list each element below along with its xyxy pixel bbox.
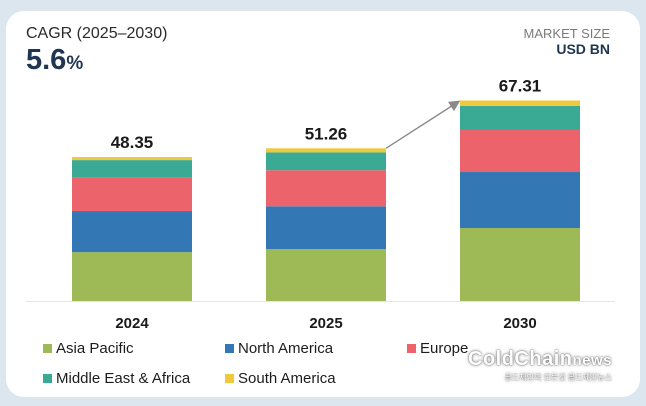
- bar-segment-north-america-2025: [266, 206, 386, 250]
- bar-segment-middle-east-africa-2025: [266, 152, 386, 171]
- x-tick-label-2030: 2030: [503, 315, 536, 332]
- x-tick-label-2025: 2025: [309, 315, 342, 332]
- market-size-label: MARKET SIZE: [523, 26, 610, 41]
- legend-swatch: [225, 374, 234, 383]
- legend-swatch: [407, 344, 416, 353]
- legend-item-middle-east-africa: Middle East & Africa: [43, 370, 190, 387]
- bar-segment-asia-pacific-2030: [460, 228, 580, 301]
- legend-item-north-america: North America: [225, 340, 333, 357]
- cagr-label: CAGR (2025–2030): [26, 25, 168, 42]
- bar-segment-north-america-2030: [460, 172, 580, 229]
- legend-label: South America: [238, 370, 336, 387]
- bar-segment-europe-2025: [266, 170, 386, 207]
- bar-segment-middle-east-africa-2024: [72, 160, 192, 178]
- legend-label: Europe: [420, 340, 469, 357]
- cagr-percent-sign: %: [66, 53, 84, 74]
- bar-segment-south-america-2024: [72, 156, 192, 161]
- x-tick-label-2024: 2024: [115, 315, 149, 332]
- cagr-number: 5.6: [26, 44, 67, 76]
- legend-label: North America: [238, 340, 334, 357]
- legend-swatch: [43, 374, 52, 383]
- total-label-2030: 67.31: [499, 77, 542, 96]
- legend-label: Middle East & Africa: [56, 370, 191, 387]
- legend-item-asia-pacific: Asia Pacific: [43, 340, 134, 357]
- total-label-2025: 51.26: [305, 124, 348, 143]
- legend-swatch: [43, 344, 52, 353]
- bar-segment-middle-east-africa-2030: [460, 105, 580, 131]
- bar-segment-europe-2024: [72, 177, 192, 212]
- bar-segment-north-america-2024: [72, 211, 192, 253]
- market-size-unit: USD BN: [556, 41, 610, 57]
- legend-item-south-america: South America: [225, 370, 336, 387]
- bar-segment-south-america-2025: [266, 148, 386, 153]
- bar-segment-europe-2030: [460, 130, 580, 173]
- bar-segment-asia-pacific-2024: [72, 252, 192, 301]
- growth-arrow: [385, 100, 461, 149]
- bar-segment-south-america-2030: [460, 100, 580, 106]
- bar-segment-asia-pacific-2025: [266, 249, 386, 301]
- legend-swatch: [225, 344, 234, 353]
- legend-label: Asia Pacific: [56, 340, 134, 357]
- legend-item-europe: Europe: [407, 340, 468, 357]
- total-label-2024: 48.35: [111, 133, 154, 152]
- cagr-value: 5.6%: [26, 44, 83, 77]
